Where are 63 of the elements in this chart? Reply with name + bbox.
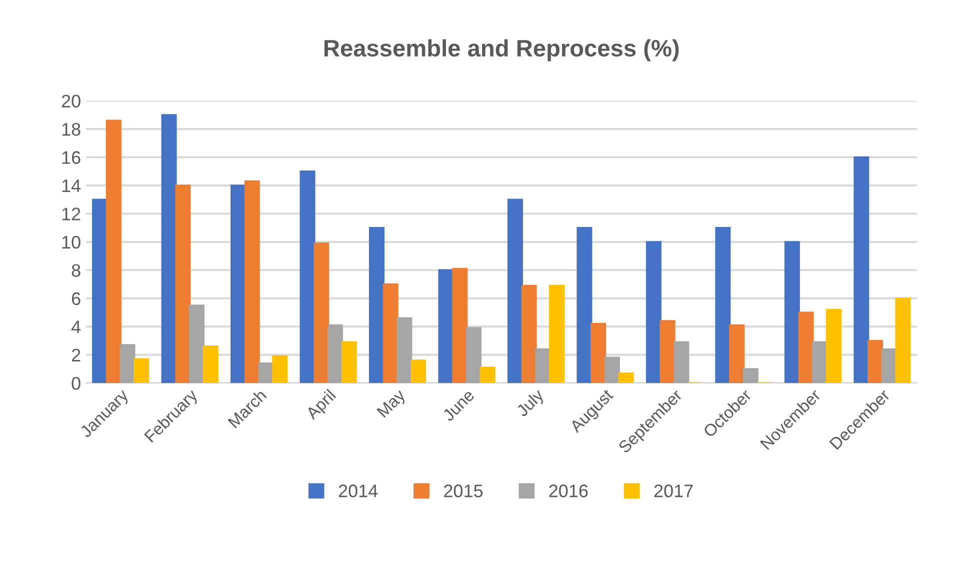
y-tick-label: 16 bbox=[62, 151, 80, 164]
bar bbox=[660, 320, 676, 384]
legend-label: 2017 bbox=[654, 484, 693, 498]
bar bbox=[854, 156, 870, 384]
bar bbox=[452, 268, 468, 384]
bar bbox=[674, 341, 690, 384]
bar bbox=[812, 341, 828, 384]
bar bbox=[175, 184, 191, 384]
bar bbox=[438, 269, 454, 384]
bar bbox=[480, 366, 496, 384]
y-tick-label: 20 bbox=[62, 94, 80, 108]
bar bbox=[188, 304, 204, 384]
bar bbox=[300, 170, 316, 384]
bar bbox=[327, 324, 343, 384]
bar bbox=[549, 284, 565, 384]
bar bbox=[272, 355, 288, 384]
bar bbox=[590, 322, 606, 384]
chart-title: Reassemble and Reprocess (%) bbox=[324, 39, 679, 62]
bar bbox=[576, 226, 592, 384]
x-tick-label: May bbox=[376, 388, 408, 420]
bar bbox=[466, 327, 482, 384]
bar bbox=[396, 317, 412, 384]
y-tick-label: 14 bbox=[62, 180, 81, 192]
bar bbox=[120, 344, 136, 384]
y-tick-label: 6 bbox=[72, 292, 80, 306]
bar bbox=[106, 120, 122, 384]
bar bbox=[826, 308, 842, 384]
bar bbox=[134, 358, 150, 384]
y-tick-label: 8 bbox=[72, 264, 80, 277]
bar bbox=[314, 242, 330, 384]
y-tick-label: 12 bbox=[62, 208, 80, 220]
bar bbox=[92, 198, 108, 384]
legend-label: 2015 bbox=[444, 484, 483, 498]
bar bbox=[798, 312, 814, 384]
bar bbox=[368, 226, 385, 384]
bar bbox=[507, 198, 523, 384]
bar bbox=[535, 348, 551, 384]
legend-label: 2016 bbox=[549, 484, 588, 498]
y-tick-label: 10 bbox=[62, 236, 80, 249]
bar bbox=[646, 241, 662, 384]
bar bbox=[618, 372, 634, 384]
bar bbox=[604, 356, 620, 384]
bar bbox=[895, 298, 911, 384]
bar bbox=[521, 284, 537, 384]
bar bbox=[715, 226, 731, 384]
bar bbox=[410, 360, 426, 384]
bar bbox=[868, 340, 884, 384]
bar bbox=[230, 184, 246, 384]
bar bbox=[742, 368, 758, 384]
y-tick-label: 18 bbox=[62, 122, 80, 136]
y-tick-label: 0 bbox=[72, 376, 80, 390]
bar bbox=[784, 241, 800, 384]
y-tick-label: 4 bbox=[71, 320, 81, 334]
bar bbox=[244, 180, 260, 384]
bar bbox=[382, 283, 398, 384]
bar bbox=[202, 346, 218, 384]
x-tick-label: July bbox=[515, 388, 547, 420]
bar bbox=[161, 114, 177, 384]
bar bbox=[341, 341, 357, 384]
y-tick-label: 2 bbox=[72, 348, 80, 362]
legend-label: 2014 bbox=[338, 484, 378, 498]
bar bbox=[258, 362, 274, 384]
bar bbox=[729, 324, 745, 384]
